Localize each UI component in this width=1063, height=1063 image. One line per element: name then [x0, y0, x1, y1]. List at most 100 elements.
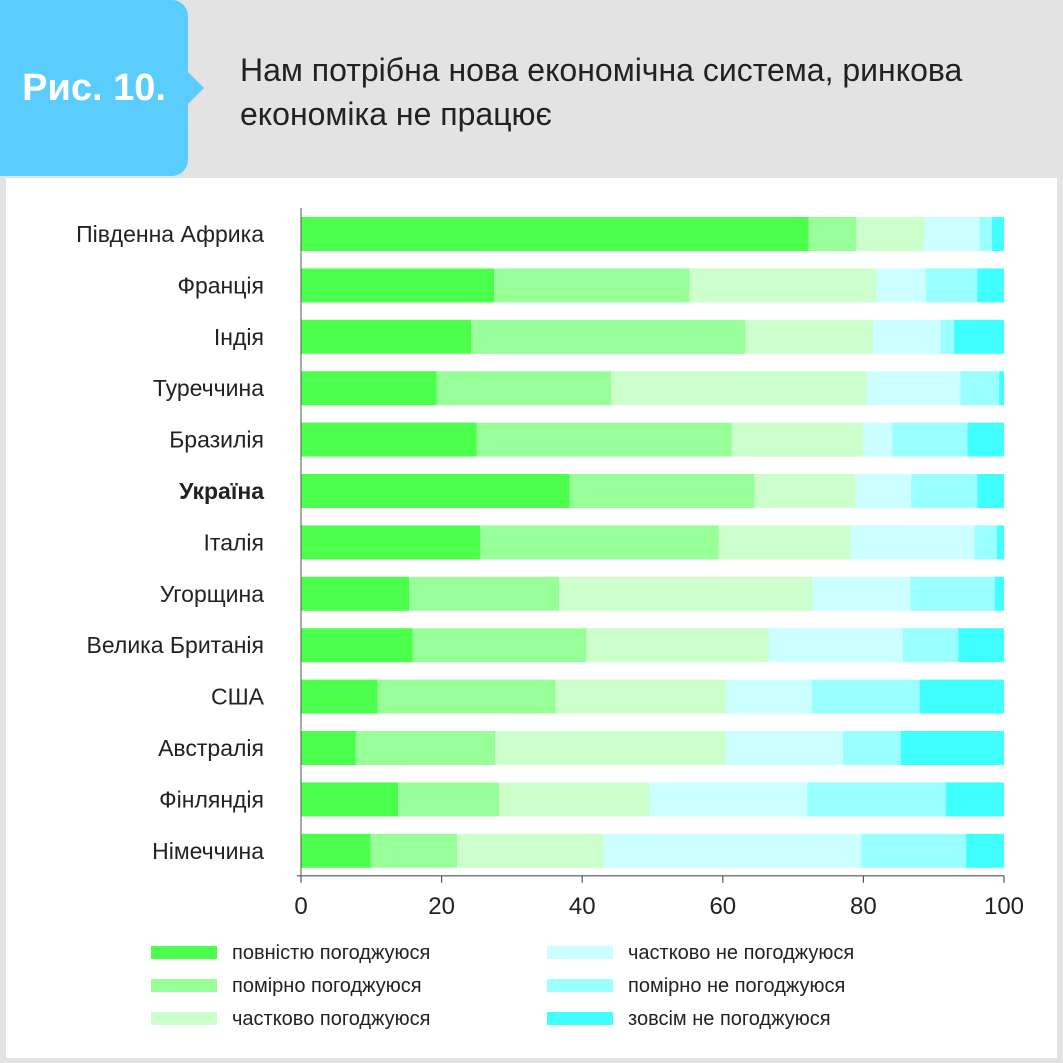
bar-segment-9-2: [412, 628, 587, 663]
bar-segment-10-4: [726, 679, 813, 714]
bar-segment-8-2: [409, 576, 560, 611]
bar-segment-6-2: [569, 474, 755, 508]
x-axis: 0 20 40 60 80 100: [294, 208, 1024, 920]
bar-segment-4-4: [866, 371, 961, 406]
figure-label: Рис. 10.: [22, 67, 166, 109]
category-label-5: Бразилія: [169, 427, 264, 453]
chart-title: Нам потрібна нова економічна система, ри…: [240, 48, 1040, 136]
bar-segment-12-6: [945, 782, 1004, 817]
legend-label-1: повністю погоджуюся: [232, 942, 430, 964]
category-label-8: Угорщина: [160, 581, 265, 607]
bar-segment-4-6: [999, 371, 1004, 406]
bar-segment-11-1: [301, 731, 356, 765]
legend-swatch-4: [547, 946, 613, 959]
x-tick-label-5: 80: [850, 893, 877, 920]
bar-segment-7-5: [974, 525, 997, 560]
category-label-3: Індія: [214, 324, 264, 350]
legend-label-4: частково не погоджуюся: [628, 942, 854, 964]
bar-segment-9-5: [902, 628, 959, 663]
bar-segment-1-6: [992, 217, 1004, 251]
bar-segment-5-3: [731, 422, 864, 457]
category-label-11: Австралія: [158, 735, 264, 761]
bar-segment-7-6: [996, 525, 1004, 560]
bar-segment-13-3: [457, 833, 604, 868]
bar-segment-5-2: [476, 422, 732, 457]
category-label-4: Туреччина: [153, 375, 264, 401]
bar-segment-12-1: [301, 782, 399, 817]
bar-segment-10-5: [812, 679, 920, 714]
legend-label-2: помірно погоджуюся: [232, 975, 422, 997]
legend-swatch-2: [151, 979, 217, 992]
bar-segment-8-1: [301, 576, 410, 611]
bar-segment-1-4: [924, 217, 980, 251]
bar-segment-5-1: [301, 422, 477, 457]
x-tick-label-6: 100: [984, 893, 1024, 920]
bar-segment-2-5: [925, 268, 978, 303]
bar-segment-11-5: [843, 731, 901, 765]
bar-segment-12-5: [807, 782, 946, 817]
header: Рис. 10. Нам потрібна нова економічна си…: [0, 0, 1063, 178]
legend-swatch-5: [547, 979, 613, 992]
bar-segment-13-2: [370, 833, 458, 868]
category-label-1: Південна Африка: [76, 221, 264, 247]
bar-segment-9-4: [769, 628, 903, 663]
bar-segment-13-4: [603, 833, 862, 868]
bar-segment-12-2: [398, 782, 500, 817]
legend-swatch-6: [547, 1012, 613, 1025]
bar-segment-6-5: [911, 474, 978, 508]
bar-segment-3-1: [301, 319, 472, 354]
bar-segment-2-6: [977, 268, 1004, 303]
bar-segment-5-5: [892, 422, 968, 457]
x-tick-label-1: 0: [294, 893, 307, 920]
x-tick-label-2: 20: [428, 893, 455, 920]
bar-segment-8-4: [812, 576, 911, 611]
bar-segment-10-2: [377, 679, 556, 714]
bar-segment-3-3: [745, 319, 874, 354]
bar-segment-3-6: [954, 319, 1004, 354]
bar-segment-9-6: [958, 628, 1004, 663]
bar-segment-7-2: [480, 525, 719, 560]
bar-segment-6-4: [855, 474, 912, 508]
bar-segment-10-1: [301, 679, 378, 714]
bar-segment-3-4: [873, 319, 941, 354]
bar-segment-6-3: [754, 474, 856, 508]
bar-segment-2-4: [876, 268, 926, 303]
category-label-9: Велика Британія: [87, 632, 264, 658]
legend-label-6: зовсім не погоджуюся: [628, 1008, 831, 1030]
legend-label-5: помірно не погоджуюся: [628, 975, 845, 997]
legend-swatch-3: [151, 1012, 217, 1025]
bar-segment-1-2: [808, 217, 857, 251]
bar-segment-12-3: [499, 782, 650, 817]
bar-segment-2-2: [494, 268, 690, 303]
bar-segment-9-1: [301, 628, 413, 663]
category-label-2: Франція: [177, 272, 264, 298]
bar-segment-11-4: [725, 731, 844, 765]
bar-segment-2-1: [301, 268, 495, 303]
bar-segment-10-6: [919, 679, 1004, 714]
category-labels-layer: Південна Африка Франція Індія Туреччина Браз…: [76, 221, 265, 864]
bar-segment-3-2: [471, 319, 746, 354]
bar-segment-6-6: [977, 474, 1004, 508]
bar-segment-7-4: [850, 525, 975, 560]
bar-segment-8-5: [910, 576, 995, 611]
bar-segment-10-3: [555, 679, 727, 714]
bar-segment-5-4: [863, 422, 893, 457]
bar-segment-6-1: [301, 474, 570, 508]
bar-segment-7-1: [301, 525, 481, 560]
legend-swatch-1: [151, 946, 217, 959]
bar-segment-13-6: [966, 833, 1004, 868]
bar-segment-1-5: [979, 217, 993, 251]
legend: повністю погоджуюся помірно погоджуюся час…: [151, 942, 854, 1030]
category-label-7: Італія: [204, 529, 264, 555]
bar-segment-4-1: [301, 371, 437, 406]
bars-layer: [301, 217, 1004, 868]
bar-segment-12-4: [649, 782, 808, 817]
bar-segment-2-3: [689, 268, 877, 303]
bar-segment-8-6: [994, 576, 1004, 611]
figure-badge: [0, 0, 188, 176]
bar-segment-11-2: [355, 731, 496, 765]
bar-segment-13-5: [861, 833, 967, 868]
bar-segment-8-3: [559, 576, 813, 611]
chart-title-line-2: економіка не працює: [240, 96, 552, 132]
